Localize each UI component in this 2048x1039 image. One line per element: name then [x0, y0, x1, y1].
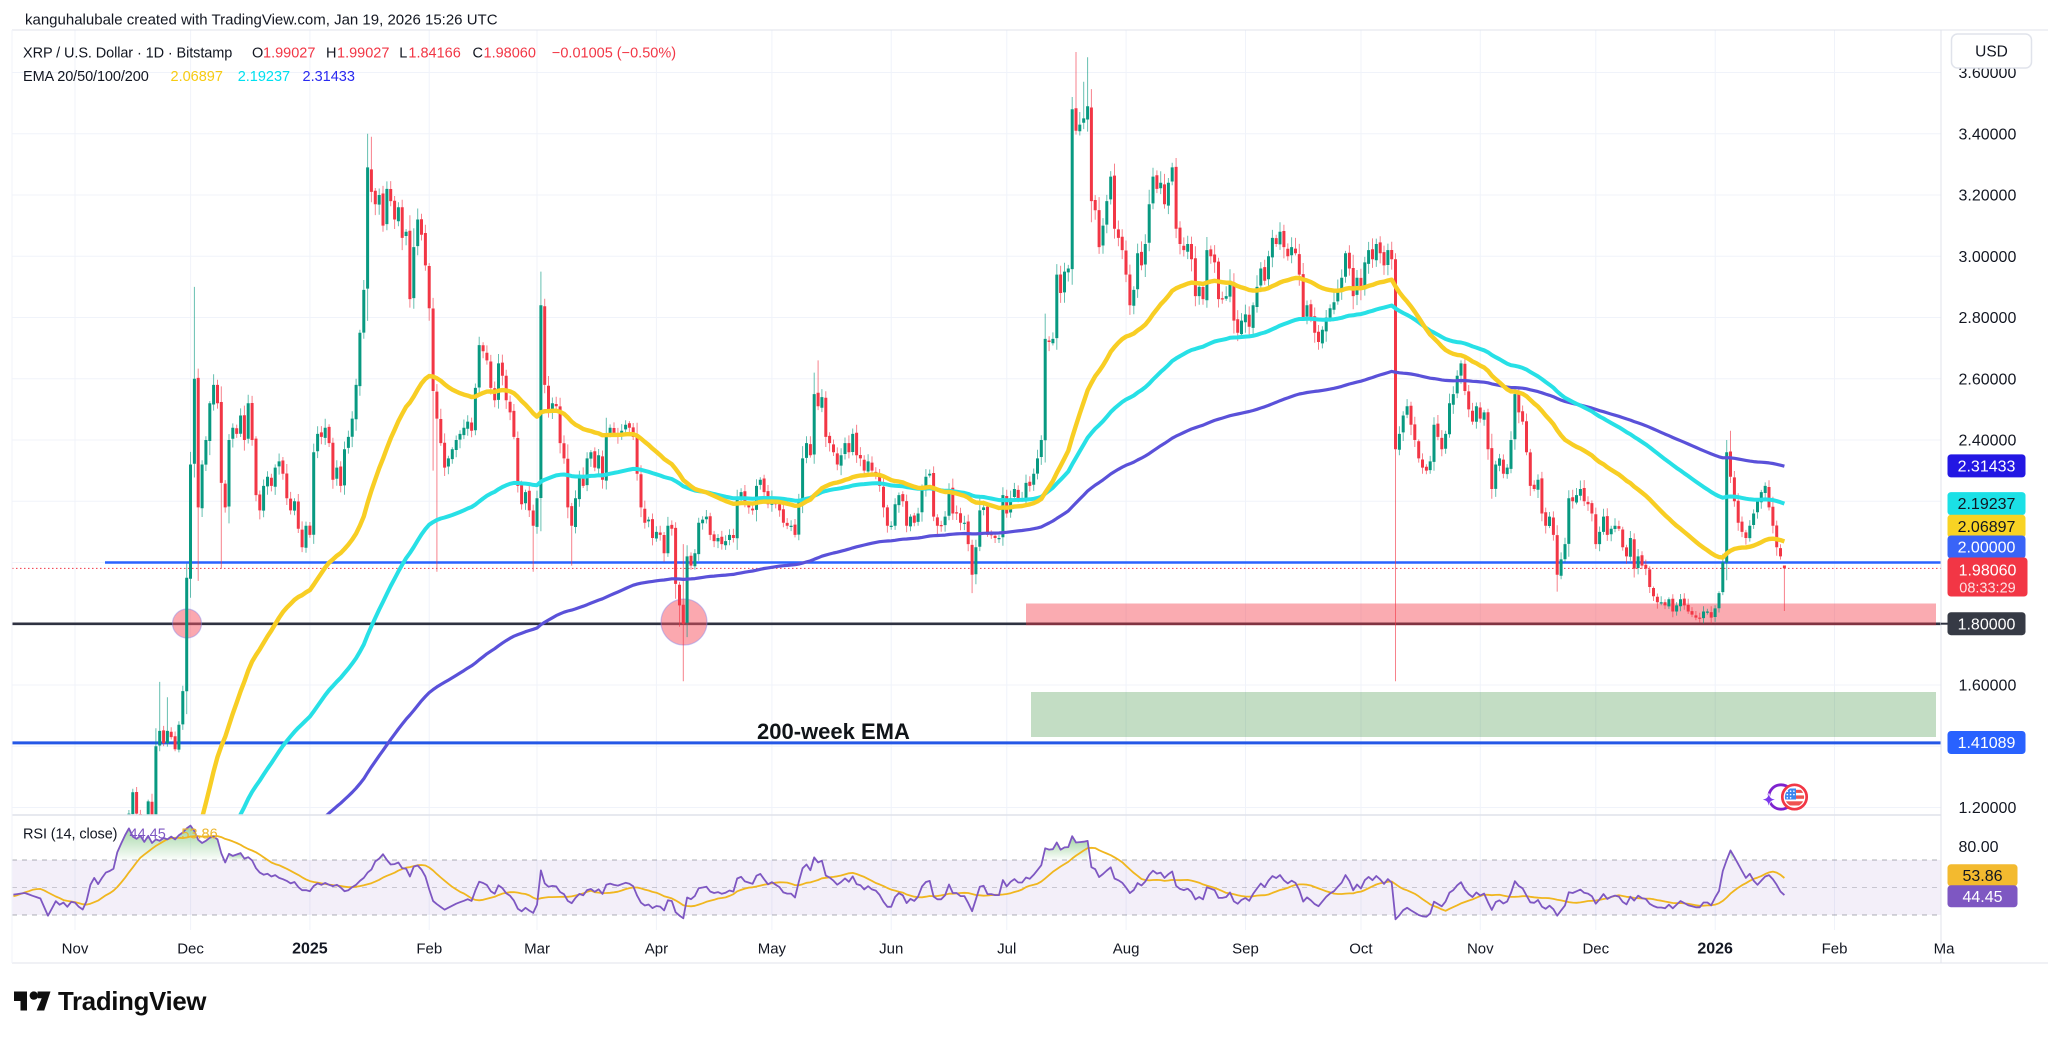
- svg-text:Jul: Jul: [997, 941, 1016, 958]
- svg-text:2.06897: 2.06897: [171, 69, 223, 85]
- svg-text:Ma: Ma: [1934, 941, 1955, 958]
- svg-text:−0.01005 (−0.50%): −0.01005 (−0.50%): [552, 46, 676, 62]
- svg-text:H: H: [326, 46, 336, 62]
- svg-text:Dec: Dec: [177, 941, 204, 958]
- svg-text:Mar: Mar: [524, 941, 550, 958]
- svg-text:RSI (14, close): RSI (14, close): [23, 827, 117, 843]
- svg-text:2025: 2025: [292, 941, 328, 958]
- svg-text:80.00: 80.00: [1959, 839, 1999, 856]
- svg-text:Feb: Feb: [416, 941, 442, 958]
- svg-text:1.60000: 1.60000: [1959, 678, 2017, 695]
- svg-text:May: May: [758, 941, 787, 958]
- svg-text:1.41089: 1.41089: [1958, 735, 2016, 752]
- svg-text:3.00000: 3.00000: [1959, 249, 2017, 266]
- svg-text:1.20000: 1.20000: [1959, 800, 2017, 817]
- svg-text:USD: USD: [1975, 44, 2008, 61]
- svg-text:3.40000: 3.40000: [1959, 126, 2017, 143]
- svg-text:2026: 2026: [1697, 941, 1733, 958]
- svg-text:2.19237: 2.19237: [238, 69, 290, 85]
- svg-text:Nov: Nov: [1467, 941, 1494, 958]
- svg-text:C: C: [473, 46, 483, 62]
- svg-text:1.80000: 1.80000: [1958, 616, 2016, 633]
- svg-text:1.84166: 1.84166: [408, 46, 460, 62]
- svg-text:44.45: 44.45: [1962, 889, 2002, 906]
- svg-text:L: L: [399, 46, 407, 62]
- svg-text:Jun: Jun: [879, 941, 903, 958]
- svg-text:1.99027: 1.99027: [263, 46, 315, 62]
- svg-text:2.19237: 2.19237: [1958, 496, 2016, 513]
- svg-text:1.99027: 1.99027: [337, 46, 389, 62]
- svg-text:53.86: 53.86: [181, 827, 217, 843]
- svg-text:3.60000: 3.60000: [1959, 65, 2017, 82]
- svg-text:200-week EMA: 200-week EMA: [757, 719, 910, 744]
- svg-text:2.31433: 2.31433: [303, 69, 355, 85]
- svg-text:TradingView: TradingView: [58, 988, 207, 1016]
- svg-text:Nov: Nov: [62, 941, 89, 958]
- svg-text:2.40000: 2.40000: [1959, 433, 2017, 450]
- svg-text:3.20000: 3.20000: [1959, 188, 2017, 205]
- svg-text:2.06897: 2.06897: [1958, 519, 2016, 536]
- svg-text:08:33:29: 08:33:29: [1959, 581, 2015, 597]
- svg-text:Apr: Apr: [645, 941, 668, 958]
- svg-text:Sep: Sep: [1232, 941, 1259, 958]
- svg-text:XRP / U.S. Dollar · 1D · Bitst: XRP / U.S. Dollar · 1D · Bitstamp: [23, 46, 232, 62]
- svg-text:2.80000: 2.80000: [1959, 310, 2017, 327]
- svg-text:Feb: Feb: [1822, 941, 1848, 958]
- svg-text:2.31433: 2.31433: [1958, 459, 2016, 476]
- svg-text:Oct: Oct: [1349, 941, 1373, 958]
- svg-text:2.00000: 2.00000: [1958, 540, 2016, 557]
- svg-text:53.86: 53.86: [1962, 868, 2002, 885]
- svg-text:1.98060: 1.98060: [484, 46, 536, 62]
- svg-text:1.98060: 1.98060: [1959, 563, 2017, 580]
- svg-text:kanguhalubale created with Tra: kanguhalubale created with TradingView.c…: [25, 12, 498, 29]
- svg-text:O: O: [252, 46, 263, 62]
- svg-text:44.45: 44.45: [130, 827, 166, 843]
- svg-text:2.60000: 2.60000: [1959, 371, 2017, 388]
- svg-text:Aug: Aug: [1113, 941, 1140, 958]
- svg-text:Dec: Dec: [1582, 941, 1609, 958]
- svg-text:EMA 20/50/100/200: EMA 20/50/100/200: [23, 69, 149, 85]
